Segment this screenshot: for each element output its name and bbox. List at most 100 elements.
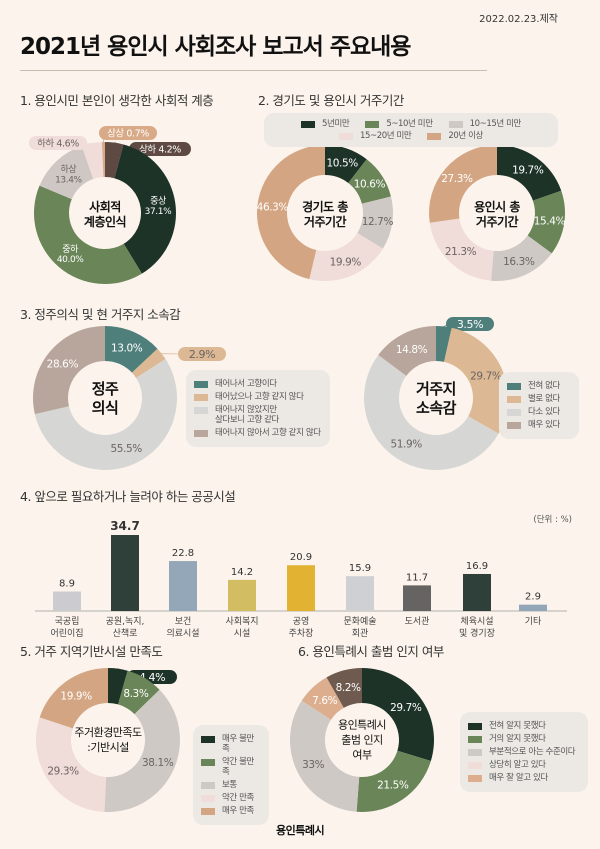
legend-swatch — [427, 133, 442, 140]
bar — [403, 585, 431, 611]
legend-label: 매우 불만족 — [222, 734, 254, 754]
bar — [519, 604, 547, 611]
slice-value-label: 29.7% — [470, 371, 502, 383]
donut-slice — [39, 668, 108, 729]
donut-slice — [301, 677, 344, 720]
donut-chart-3: 13.0% 2.9% 55.5% 28.6% — [32, 326, 226, 471]
date-label: 2022.02.23.제작 — [479, 14, 558, 25]
slice-value-label: 38.1% — [142, 757, 174, 769]
donut-slice — [289, 700, 360, 812]
legend-item: 매우 불만족 — [201, 734, 261, 754]
donut-chart-1: 10.5% 10.6% 12.7% 19.9% 46.3% — [257, 145, 394, 281]
donut-slice — [34, 185, 142, 284]
legend-swatch — [301, 121, 316, 128]
yongin-logo: 용인특례시 — [276, 824, 325, 837]
legend-swatch — [468, 749, 482, 756]
slice-value-label: 상상 0.7% — [107, 128, 149, 139]
bar — [463, 573, 491, 611]
legend-item: 태어났으나 고향 같지 않다 — [194, 392, 322, 402]
donut-slice — [81, 142, 104, 179]
legend-label: 매우 잘 알고 있다 — [489, 773, 548, 783]
legend-item: 5년미만 — [301, 119, 350, 129]
legend-item: 매우 만족 — [201, 806, 261, 816]
slice-value-label: 3.5% — [457, 318, 483, 331]
legend-item: 태어나지 않아서 고향 같지 않다 — [194, 428, 322, 438]
legend-item: 매우 있다 — [507, 420, 571, 430]
legend-swatch — [194, 430, 208, 437]
slice-value-label: 8.3% — [123, 688, 148, 700]
donut-slice — [326, 668, 362, 708]
slice-value-label: 중상 37.1% — [145, 196, 172, 217]
bar-category-label: 공영 주차장 — [288, 617, 314, 639]
legend-item: 15~20년 미만 — [339, 131, 412, 141]
slice-value-label: 19.9% — [60, 690, 92, 702]
donut-slice — [108, 668, 128, 705]
slice-value-label: 하상 13.4% — [55, 164, 82, 185]
bar — [287, 565, 315, 611]
legend-residence-period: 5년미만 5~10년 미만 10~15년 미만 15~20년 미만 20년 이상 — [264, 113, 558, 147]
slice-value-label: 33% — [302, 759, 325, 771]
legend-label: 태어났으나 고향 같지 않다 — [215, 392, 304, 402]
donut-center-label-6: 용인특례시 출범 인지 여부 — [337, 718, 387, 762]
donut-chart-7: 29.7% 21.5% 33% 7.6%8.2% — [289, 668, 435, 812]
legend-item: 약간 불만족 — [201, 757, 261, 777]
legend-item: 거의 알지 못했다 — [468, 734, 580, 744]
legend-item: 전혀 알지 못했다 — [468, 721, 580, 731]
legend-swatch — [194, 407, 208, 414]
legend-swatch — [468, 775, 482, 782]
legend-swatch — [339, 133, 354, 140]
donut-slice — [429, 145, 497, 223]
bar — [111, 535, 139, 611]
legend-item: 10~15년 미만 — [448, 119, 522, 129]
legend-label: 거의 알지 못했다 — [489, 734, 546, 744]
bar-category-label: 사회복지 시설 — [225, 617, 259, 639]
section-title-2: 2. 경기도 및 용인시 거주기간 — [258, 93, 404, 108]
legend-label: 부분적으로 아는 수준이다 — [489, 747, 576, 757]
donut-center-label-3a: 정주 의식 — [91, 380, 119, 417]
donut-slice — [257, 145, 325, 280]
slice-value-label: 14.8% — [396, 344, 428, 356]
donut-slice — [101, 142, 105, 178]
donut-slice — [131, 348, 166, 378]
legend-label: 보통 — [222, 780, 237, 790]
bar-category-label: 국공립 어린이집 — [50, 617, 84, 639]
section-title-6: 6. 용인특례시 출범 인지 여부 — [298, 644, 444, 659]
bar-value-label: 20.9 — [290, 552, 312, 563]
donut-slice — [356, 750, 431, 812]
legend-belonging: 전혀 없다 별로 없다 다소 있다 매우 있다 — [499, 372, 579, 439]
slice-value-label: 2.9% — [189, 348, 215, 361]
donut-center-label-3b: 거주지 소속감 — [416, 380, 456, 417]
legend-label: 20년 이상 — [448, 131, 483, 141]
legend-swatch — [201, 782, 215, 789]
legend-item: 20년 이상 — [427, 131, 483, 141]
legend-label: 태어나지 않았지만 살다보니 고향 같다 — [215, 405, 279, 425]
legend-item: 매우 잘 알고 있다 — [468, 773, 580, 783]
bar-chart: 8.9 34.7 22.8 14.2 20.9 15.9 11.7 16.9 2.9 — [35, 519, 567, 612]
slice-value-label: 7.6% — [312, 695, 337, 707]
legend-label: 5년미만 — [322, 119, 350, 129]
bar-category-label: 기타 — [524, 617, 542, 627]
bar — [228, 579, 256, 611]
legend-swatch — [507, 396, 521, 403]
unit-label: (단위 : %) — [533, 515, 572, 525]
bar-value-label: 14.2 — [231, 567, 253, 578]
legend-item: 전혀 없다 — [507, 381, 571, 391]
legend-label: 매우 만족 — [222, 806, 254, 816]
slice-value-label: 15.4% — [534, 216, 566, 228]
legend-label: 10~15년 미만 — [469, 119, 522, 129]
legend-swatch — [365, 121, 380, 128]
callout-pill — [178, 347, 226, 361]
donut-slice — [436, 326, 452, 362]
legend-swatch — [201, 759, 215, 766]
donut-slice — [309, 232, 383, 281]
donut-center-label-2b: 용인시 총 거주기간 — [474, 200, 520, 229]
slice-value-label: 21.5% — [377, 780, 409, 792]
legend-swatch — [201, 795, 215, 802]
legend-label: 태어나서 고향이다 — [215, 379, 277, 389]
bar-value-label: 11.7 — [406, 572, 428, 583]
donut-slice — [378, 326, 436, 376]
donut-slice — [34, 359, 178, 471]
donut-slice — [497, 145, 562, 201]
legend-swatch — [468, 736, 482, 743]
donut-center-label-5: 주거환경만족도 :기반시설 — [74, 726, 142, 754]
